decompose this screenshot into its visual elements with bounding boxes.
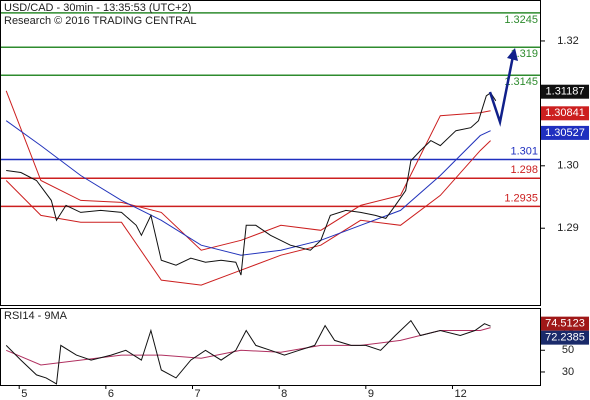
rsi-panel	[0, 308, 541, 386]
price-tag	[541, 330, 589, 345]
y-tick-label: 1.32	[557, 35, 578, 47]
level-label: 1.301	[510, 145, 538, 157]
level-label: 1.3145	[504, 76, 538, 88]
price-tag-label: 74.5123	[545, 318, 585, 330]
arrow-head	[507, 48, 518, 61]
y-tick-label: 50	[562, 344, 574, 356]
level-label: 1.2935	[504, 192, 538, 204]
price-tag-label: 1.30527	[545, 127, 585, 139]
level-label: 1.319	[510, 48, 538, 60]
level-label: 1.3245	[504, 14, 538, 26]
series-line	[5, 140, 491, 286]
x-tick-label: 9	[368, 388, 374, 400]
series-line	[5, 319, 491, 385]
x-tick-label: 12	[454, 388, 466, 400]
chart-subtitle: Research © 2016 TRADING CENTRAL	[4, 15, 197, 27]
y-tick-label: 30	[562, 366, 574, 378]
rsi-title: RSI14 - 9MA	[4, 310, 68, 322]
price-tag	[541, 106, 589, 121]
chart-title: USD/CAD - 30min - 13:35:53 (UTC+2)	[4, 2, 191, 14]
y-tick-label: 1.30	[557, 160, 578, 172]
x-tick-label: 5	[21, 388, 27, 400]
price-tag-label: 1.30841	[545, 107, 585, 119]
price-tag	[541, 125, 589, 140]
series-line	[5, 120, 491, 256]
x-tick-label: 6	[108, 388, 114, 400]
price-tag	[541, 316, 589, 331]
series-line	[6, 92, 497, 276]
price-tag	[541, 84, 589, 99]
price-tag-label: 72.2385	[545, 332, 585, 344]
level-label: 1.298	[510, 164, 538, 176]
y-tick-label: 1.29	[557, 222, 578, 234]
x-tick-label: 8	[281, 388, 287, 400]
plot-layer: 5 6 7 8 9 12 1.29 1.30 1.32 1.3245 1.319 1.3145 1.30…	[1, 12, 589, 400]
price-tag-label: 1.31187	[546, 86, 585, 98]
x-tick-label: 7	[195, 388, 201, 400]
price-panel	[0, 0, 541, 306]
series-line	[5, 90, 491, 251]
forecast-arrow	[488, 55, 515, 127]
